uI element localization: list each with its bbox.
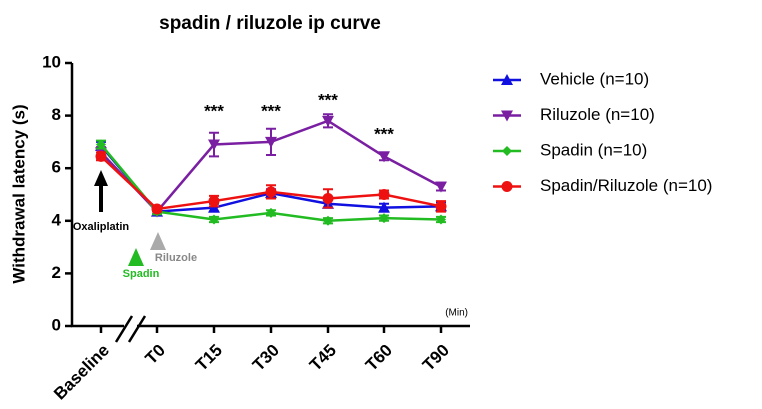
y-tick-label: 8 bbox=[52, 105, 61, 124]
x-tick-label: T15 bbox=[192, 341, 226, 375]
data-point bbox=[323, 215, 333, 226]
series-line bbox=[100, 155, 442, 211]
data-point bbox=[208, 195, 220, 207]
legend-marker bbox=[501, 110, 513, 122]
x-tick-label: T30 bbox=[249, 341, 283, 375]
data-point bbox=[435, 200, 447, 212]
x-tick-label: T0 bbox=[142, 341, 169, 368]
x-tick-label: Baseline bbox=[50, 341, 113, 404]
axis-break bbox=[127, 315, 147, 343]
data-point bbox=[322, 192, 334, 204]
significance-label: *** bbox=[261, 101, 281, 120]
riluzole-arrow bbox=[150, 232, 166, 250]
data-point bbox=[322, 115, 334, 127]
data-point bbox=[266, 207, 276, 218]
data-point bbox=[95, 150, 107, 162]
legend-label: Riluzole (n=10) bbox=[540, 105, 655, 124]
data-point bbox=[265, 136, 277, 148]
data-point bbox=[151, 203, 163, 215]
y-axis-label: Withdrawal latency (s) bbox=[9, 104, 28, 283]
chart-title: spadin / riluzole ip curve bbox=[159, 13, 381, 34]
data-point bbox=[378, 151, 390, 163]
data-point bbox=[378, 189, 390, 200]
legend-label: Spadin (n=10) bbox=[540, 140, 647, 159]
spadin-label: Spadin bbox=[123, 268, 160, 280]
spadin-arrow bbox=[128, 248, 144, 266]
x-tick-label: T45 bbox=[306, 341, 340, 375]
data-point bbox=[436, 214, 446, 225]
data-point bbox=[208, 139, 220, 151]
y-tick-label: 2 bbox=[52, 263, 61, 282]
data-point bbox=[435, 181, 447, 193]
oxaliplatin-label: Oxaliplatin bbox=[73, 221, 130, 233]
axis-break bbox=[114, 315, 134, 343]
data-point bbox=[265, 186, 277, 198]
y-tick-label: 10 bbox=[42, 52, 61, 71]
oxaliplatin-arrow bbox=[94, 170, 108, 212]
legend-marker bbox=[501, 181, 513, 192]
legend-label: Vehicle (n=10) bbox=[540, 69, 649, 88]
legend-marker bbox=[501, 74, 513, 85]
data-point bbox=[96, 139, 106, 150]
data-point bbox=[379, 213, 389, 224]
x-unit-label: (Min) bbox=[445, 308, 468, 319]
legend-marker bbox=[502, 146, 512, 156]
significance-label: *** bbox=[204, 101, 224, 120]
y-tick-label: 4 bbox=[52, 210, 62, 229]
x-tick-label: T90 bbox=[419, 341, 453, 375]
y-tick-label: 0 bbox=[52, 315, 61, 334]
x-tick-label: T60 bbox=[362, 341, 396, 375]
riluzole-label: Riluzole bbox=[155, 252, 197, 264]
data-point bbox=[209, 214, 219, 225]
significance-label: *** bbox=[374, 124, 394, 143]
data-point bbox=[378, 201, 390, 213]
legend-label: Spadin/Riluzole (n=10) bbox=[540, 176, 712, 195]
y-tick-label: 6 bbox=[52, 158, 61, 177]
significance-label: *** bbox=[318, 90, 338, 109]
